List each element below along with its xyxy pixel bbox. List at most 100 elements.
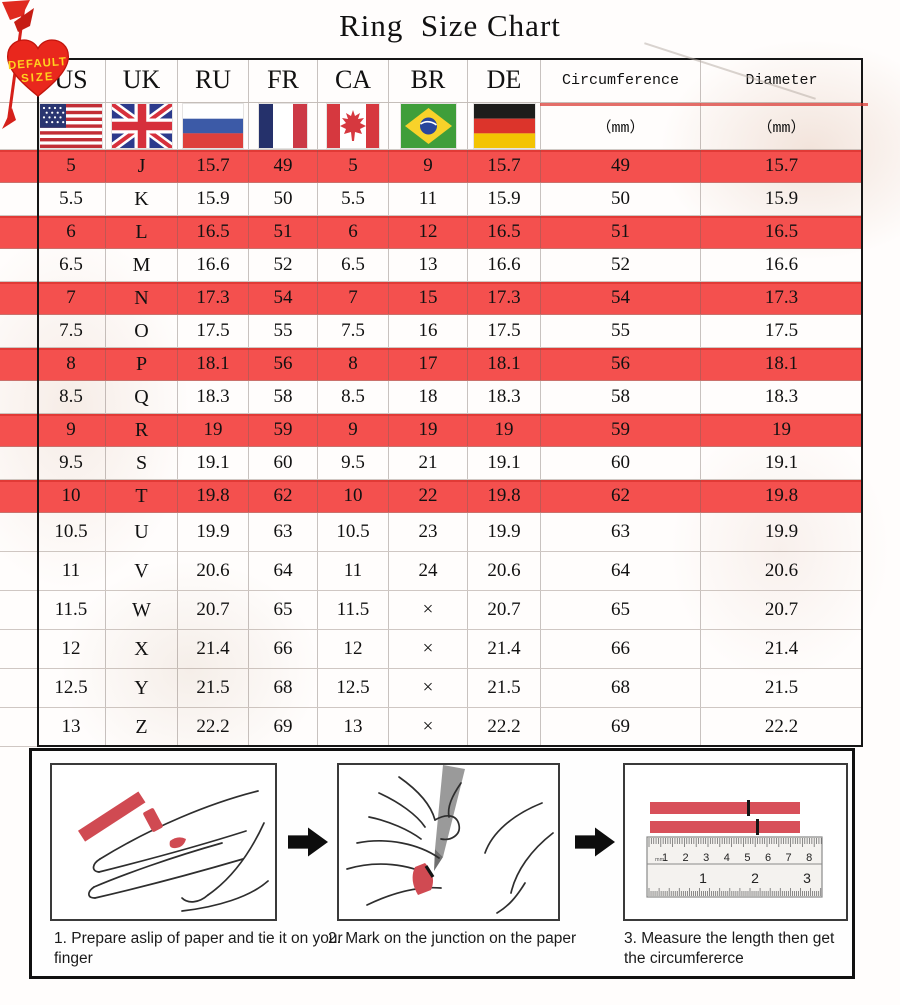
illustration-hand-with-paper-strip — [77, 790, 269, 912]
size-cell: N — [105, 282, 177, 314]
page-title: Ring Size Chart — [339, 8, 561, 43]
size-cell: 62 — [540, 480, 700, 512]
table-body: 5 J 15.7 49 5 9 15.7 49 15.7 5.5 K 15.9 50 5.5 11 15.9 5… — [0, 150, 900, 747]
size-cell: 49 — [540, 150, 700, 182]
size-cell: 16.5 — [700, 216, 862, 248]
size-cell: 7 — [66, 287, 76, 308]
size-cell: 13 — [388, 249, 467, 281]
size-cell: 5.5 — [59, 188, 83, 209]
size-cell: 60 — [248, 447, 317, 479]
size-cell: 19 — [467, 414, 540, 446]
size-cell: 68 — [248, 669, 317, 707]
size-cell: 20.7 — [467, 591, 540, 629]
size-cell: K — [105, 183, 177, 215]
column-header-ca: CA — [317, 58, 388, 102]
size-cell: 11 — [317, 552, 388, 590]
size-cell: Y — [105, 669, 177, 707]
size-cell: 15 — [388, 282, 467, 314]
size-cell: 21.4 — [700, 630, 862, 668]
size-cell: 22 — [388, 480, 467, 512]
table-row: 11.5 W 20.7 65 11.5 × 20.7 65 20.7 — [0, 591, 863, 630]
size-cell: 11.5 — [317, 591, 388, 629]
size-cell: 62 — [248, 480, 317, 512]
ruler-cm-label: 7 — [786, 852, 792, 864]
size-cell: 17.3 — [467, 282, 540, 314]
size-cell: 20.6 — [177, 552, 248, 590]
size-cell: 55 — [540, 315, 700, 347]
size-cell: 56 — [540, 348, 700, 380]
table-row: 8 P 18.1 56 8 17 18.1 56 18.1 — [0, 348, 863, 381]
size-cell: 17.3 — [700, 282, 862, 314]
size-cell: 19 — [388, 414, 467, 446]
table-row: 6.5 M 16.6 52 6.5 13 16.6 52 16.6 — [0, 249, 863, 282]
size-cell: 5.5 — [317, 183, 388, 215]
diameter-unit: （mm） — [700, 103, 862, 149]
br-flag-icon — [400, 104, 456, 148]
table-row: 13 Z 22.2 69 13 × 22.2 69 22.2 — [0, 708, 863, 747]
size-cell: 9.5 — [317, 447, 388, 479]
ruler-inch-label: 1 — [699, 870, 707, 886]
size-cell: 22.2 — [700, 708, 862, 746]
size-cell: 12 — [61, 638, 81, 659]
size-cell: 21.4 — [177, 630, 248, 668]
ca-flag-icon — [327, 104, 379, 148]
size-cell: 64 — [540, 552, 700, 590]
table-row: 7.5 O 17.5 55 7.5 16 17.5 55 17.5 — [0, 315, 863, 348]
size-cell: 55 — [248, 315, 317, 347]
size-cell: 12.5 — [317, 669, 388, 707]
de-flag-icon — [473, 104, 535, 148]
ru-flag-icon — [183, 104, 243, 148]
size-cell: 13 — [61, 716, 81, 737]
table-row: 5.5 K 15.9 50 5.5 11 15.9 50 15.9 — [0, 183, 863, 216]
size-cell: 18.3 — [467, 381, 540, 413]
size-cell: 18.1 — [467, 348, 540, 380]
size-cell: 8 — [317, 348, 388, 380]
size-cell: 6.5 — [317, 249, 388, 281]
size-cell: 19.1 — [700, 447, 862, 479]
ruler-cm-label: 2 — [683, 852, 689, 864]
size-cell: X — [105, 630, 177, 668]
ruler-inch-label: 3 — [803, 870, 811, 886]
column-header-br: BR — [388, 58, 467, 102]
size-cell: 8.5 — [59, 386, 83, 407]
size-cell: 12 — [317, 630, 388, 668]
size-cell: 59 — [248, 414, 317, 446]
size-cell: 63 — [540, 513, 700, 551]
size-cell: 15.7 — [700, 150, 862, 182]
size-cell: 22.2 — [177, 708, 248, 746]
instruction-panel-1 — [50, 763, 277, 921]
size-cell: 17.5 — [467, 315, 540, 347]
ruler — [646, 836, 823, 898]
size-cell: 7.5 — [317, 315, 388, 347]
table-row: 5 J 15.7 49 5 9 15.7 49 15.7 — [0, 150, 863, 183]
illustration-marking-paper — [346, 765, 554, 914]
size-cell: 51 — [248, 216, 317, 248]
table-row: 11 V 20.6 64 11 24 20.6 64 20.6 — [0, 552, 863, 591]
size-cell: 17.5 — [700, 315, 862, 347]
size-cell: O — [105, 315, 177, 347]
size-cell: S — [105, 447, 177, 479]
column-header-de: DE — [467, 58, 540, 102]
size-cell: 58 — [248, 381, 317, 413]
size-cell: 22.2 — [467, 708, 540, 746]
ring-size-table: U S UK RU FR CA BR DE Circumference Diame… — [0, 58, 900, 747]
size-cell: Q — [105, 381, 177, 413]
size-cell: 19 — [700, 414, 862, 446]
size-cell: 58 — [540, 381, 700, 413]
size-cell: 16.6 — [700, 249, 862, 281]
size-cell: L — [105, 216, 177, 248]
size-cell: 9.5 — [59, 452, 83, 473]
size-cell: 63 — [248, 513, 317, 551]
size-cell: 16.6 — [467, 249, 540, 281]
size-cell: 19.9 — [467, 513, 540, 551]
size-cell: 52 — [540, 249, 700, 281]
size-cell: W — [105, 591, 177, 629]
size-cell: 6.5 — [59, 254, 83, 275]
table-row: 10 T 19.8 62 10 22 19.8 62 19.8 — [0, 480, 863, 513]
circumference-unit: （mm） — [540, 103, 700, 149]
size-cell: 66 — [248, 630, 317, 668]
